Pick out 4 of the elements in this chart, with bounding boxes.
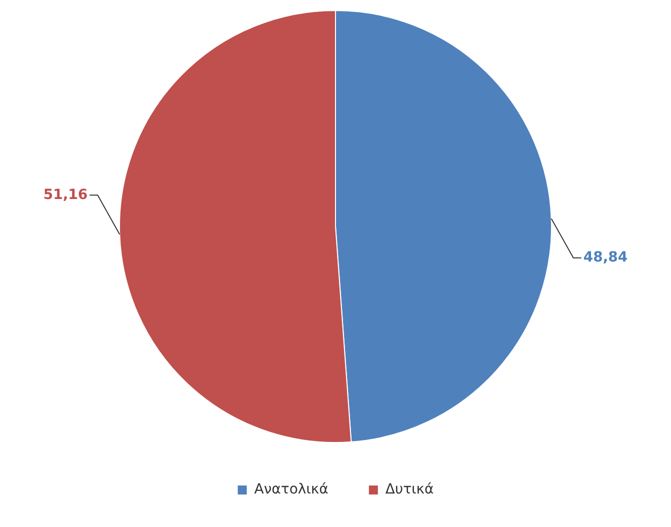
legend-label: Δυτικά [385, 482, 434, 498]
data-label: 48,84 [583, 249, 628, 266]
legend-label: Ανατολικά [254, 482, 328, 498]
data-label: 51,16 [43, 186, 88, 203]
